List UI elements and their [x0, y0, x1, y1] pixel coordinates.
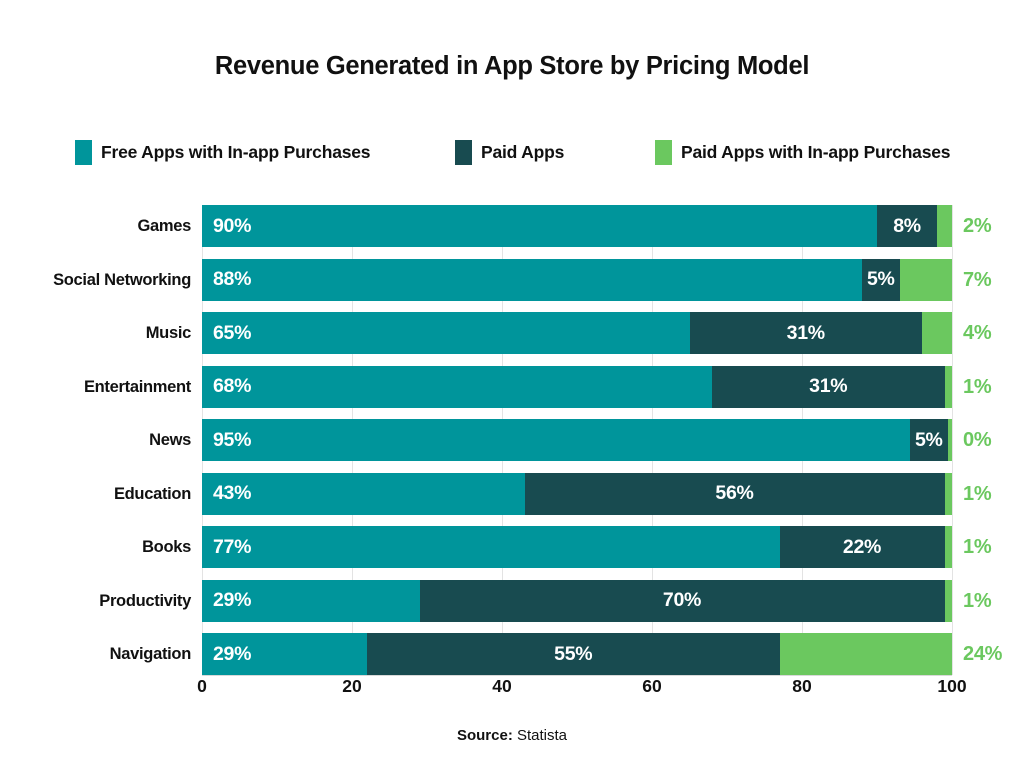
legend-swatch-icon — [455, 139, 472, 165]
legend-item-paid-apps[interactable]: Paid Apps — [455, 139, 655, 165]
bar-outside-value: 1% — [963, 482, 992, 505]
bar-segment[interactable]: 5% — [862, 258, 900, 301]
bar-segment-value: 70% — [662, 589, 702, 611]
bar-segment[interactable]: 65% — [202, 312, 690, 354]
gridline — [952, 205, 953, 675]
x-axis-line — [202, 675, 952, 676]
x-axis-tick-label: 0 — [197, 676, 207, 696]
bar-row[interactable]: Social Networking 88% 5% 7% — [53, 258, 992, 301]
bar-segment-value: 22% — [842, 535, 882, 558]
bar-row[interactable]: Games 90% 8% 2% — [137, 205, 992, 247]
legend-item-label: Free Apps with In-app Purchases — [101, 141, 371, 162]
bar-segment-value: 90% — [213, 214, 252, 237]
bar-outside-value: 2% — [963, 215, 992, 237]
legend-item-free-apps-with-in-app-purchases[interactable]: Free Apps with In-app Purchases — [75, 139, 455, 165]
bar-segment[interactable] — [899, 258, 952, 301]
category-label: Education — [113, 484, 191, 503]
bar-row[interactable]: Entertainment 68% 31% 1% — [84, 365, 992, 408]
chart-legend: Free Apps with In-app Purchases Paid App… — [75, 138, 1005, 166]
legend-item-label: Paid Apps — [481, 141, 565, 162]
bar-rows: Games 90% 8% 2% Social Networking 88% 5% 7% Musi… — [53, 205, 1002, 675]
x-axis: 0 20 40 60 80 100 — [197, 676, 966, 704]
bar-row[interactable]: Productivity 29% 70% 1% — [99, 579, 992, 622]
bar-outside-value: 24% — [963, 643, 1003, 665]
bar-segment-value: 31% — [809, 375, 848, 397]
bar-outside-value: 1% — [963, 536, 992, 558]
bar-segment-value: 8% — [893, 214, 921, 237]
bar-segment[interactable]: 55% — [367, 633, 780, 675]
bar-segment-value: 5% — [866, 268, 895, 290]
source-value: Statista — [517, 727, 568, 744]
x-axis-tick-label: 100 — [937, 676, 967, 696]
bar-segment-value: 29% — [213, 589, 252, 611]
bar-segment[interactable] — [922, 312, 952, 354]
bar-segment[interactable] — [944, 365, 952, 408]
legend-swatch-icon — [655, 139, 672, 165]
bar-segment-value: 31% — [786, 321, 825, 344]
bar-segment[interactable]: 56% — [524, 472, 945, 515]
source-note: Source: Statista — [0, 727, 1024, 744]
bar-outside-value: 0% — [963, 429, 992, 451]
bar-segment[interactable]: 43% — [202, 472, 525, 515]
bar-outside-value: 7% — [963, 268, 992, 291]
bar-row[interactable]: Education 43% 56% 1% — [114, 472, 992, 515]
page-title: Revenue Generated in App Store by Pricin… — [214, 52, 810, 80]
bar-segment[interactable] — [779, 633, 952, 675]
x-axis-tick-label: 80 — [792, 676, 812, 696]
bar-segment[interactable]: 5% — [910, 419, 948, 461]
category-label: Games — [137, 217, 191, 235]
legend-item-label: Paid Apps with In-app Purchases — [681, 141, 951, 162]
bar-segment[interactable] — [944, 526, 952, 568]
bar-segment-value: 43% — [213, 482, 252, 504]
category-label: Entertainment — [83, 377, 191, 396]
bar-segment[interactable]: 31% — [689, 312, 922, 354]
category-label: Social Networking — [53, 270, 191, 289]
bar-row[interactable]: Music 65% 31% 4% — [146, 312, 992, 354]
bar-segment[interactable]: 95% — [202, 419, 911, 461]
category-label: Productivity — [99, 591, 191, 610]
bar-segment[interactable]: 22% — [779, 526, 945, 568]
legend-item-paid-apps-with-in-app-purchases[interactable]: Paid Apps with In-app Purchases — [655, 139, 1005, 165]
bar-segment[interactable] — [944, 472, 952, 515]
plot-area: Games 90% 8% 2% Social Networking 88% 5% 7% Musi… — [53, 205, 1002, 676]
x-axis-tick-label: 60 — [642, 676, 662, 696]
bar-row[interactable]: Books 77% 22% 1% — [142, 526, 992, 568]
bar-segment[interactable]: 8% — [877, 205, 937, 247]
x-axis-tick-label: 20 — [342, 676, 362, 696]
bar-segment-value: 55% — [554, 642, 593, 665]
bar-row[interactable]: Navigation 29% 55% 24% — [110, 633, 1002, 675]
bar-segment-value: 68% — [213, 375, 252, 397]
bar-segment[interactable] — [937, 205, 952, 247]
bar-segment[interactable] — [947, 419, 952, 461]
bar-outside-value: 1% — [963, 589, 992, 612]
category-label: Books — [142, 538, 191, 556]
bar-segment-value: 77% — [213, 535, 252, 558]
bar-segment[interactable]: 70% — [419, 579, 945, 622]
bar-segment[interactable]: 88% — [202, 258, 862, 301]
bar-row[interactable]: News 95% 5% 0% — [149, 419, 992, 461]
category-label: Navigation — [109, 645, 192, 663]
x-axis-tick-label: 40 — [492, 676, 512, 696]
bar-segment[interactable] — [944, 579, 952, 622]
category-label: Music — [145, 324, 192, 342]
bar-segment[interactable]: 77% — [202, 526, 780, 568]
bar-outside-value: 4% — [963, 322, 992, 344]
bar-segment[interactable]: 29% — [202, 579, 420, 622]
bar-segment-value: 65% — [213, 321, 252, 344]
bar-segment[interactable]: 31% — [712, 365, 945, 408]
bar-segment-value: 29% — [213, 642, 252, 665]
bar-segment-value: 95% — [213, 428, 252, 451]
bar-segment-value: 88% — [213, 268, 252, 290]
bar-segment[interactable]: 90% — [202, 205, 877, 247]
bar-outside-value: 1% — [963, 375, 992, 398]
source-label: Source: — [456, 727, 513, 744]
legend-swatch-icon — [75, 139, 92, 165]
bar-segment-value: 5% — [914, 428, 943, 451]
bar-segment-value: 56% — [715, 482, 754, 504]
bar-segment[interactable]: 29% — [202, 633, 367, 675]
bar-segment[interactable]: 68% — [202, 365, 712, 408]
category-label: News — [149, 431, 191, 449]
